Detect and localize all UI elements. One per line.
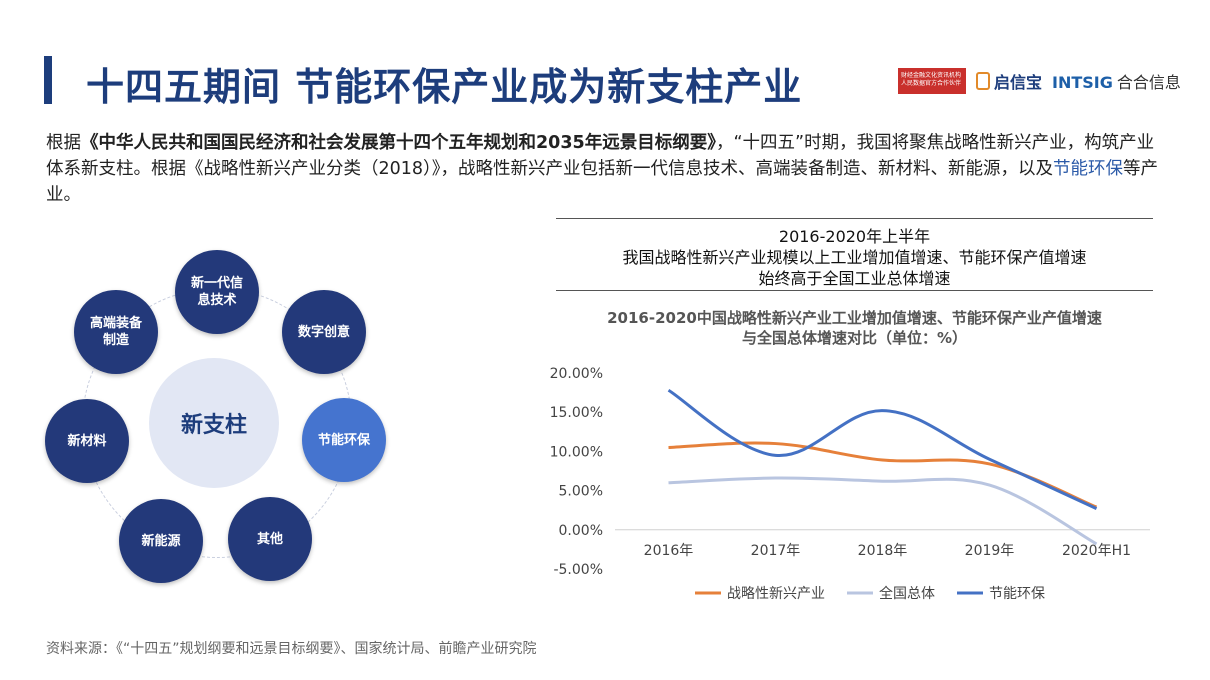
intsig-logo: INTSIG 合合信息	[1052, 69, 1181, 93]
x-tick-label: 2020年H1	[1062, 543, 1131, 559]
series-line-2	[667, 388, 1098, 510]
qixinbao-label: 启信宝	[994, 73, 1043, 92]
partner-logo: 财经金融文化资讯机构 人民数据官方合作伙伴	[898, 68, 966, 94]
node-energy-saving: 节能环保	[302, 398, 386, 482]
line-chart: 20.00% 15.00% 10.00% 5.00% 0.00% -5.00% 2016年 2…	[550, 366, 1150, 602]
logo-group: 财经金融文化资讯机构 人民数据官方合作伙伴 启信宝 INTSIG 合合信息	[898, 66, 1181, 96]
intro-paragraph: 根据《中华人民共和国国民经济和社会发展第十四个五年规划和2035年远景目标纲要》…	[46, 130, 1166, 208]
intro-part-2: ，“十四五”时期，我国将聚焦战略性新兴产业，构筑产业体系新支柱。根据《战略性新兴…	[46, 133, 1155, 179]
legend-label-0: 战略性新兴产业	[727, 586, 825, 602]
x-tick-label: 2018年	[858, 543, 908, 559]
node-next-gen-it: 新一代信息技术	[175, 250, 259, 334]
y-tick-label: 20.00%	[550, 366, 603, 382]
series-line-1	[668, 476, 1098, 546]
legend-label-2: 节能环保	[989, 586, 1045, 602]
chart-subtitle: 与全国总体增速对比（单位：%）	[741, 329, 968, 347]
node-new-materials: 新材料	[45, 399, 129, 483]
summary-bottom-rule	[556, 290, 1153, 291]
node-high-end-equipment: 高端装备制造	[74, 290, 158, 374]
y-tick-label: 15.00%	[550, 405, 603, 421]
series-line-0	[668, 441, 1098, 509]
diagram-center: 新支柱	[149, 358, 279, 488]
x-tick-label: 2017年	[751, 543, 801, 559]
hehe-label: 合合信息	[1116, 73, 1181, 92]
x-tick-label: 2019年	[965, 543, 1015, 559]
source-note: 资料来源：《“十四五”规划纲要和远景目标纲要》、国家统计局、前瞻产业研究院	[46, 641, 537, 657]
chart-title-block: 2016-2020中国战略性新兴产业工业增加值增速、节能环保产业产值增速 与全国…	[556, 308, 1153, 348]
summary-line-1: 2016-2020年上半年	[778, 227, 931, 246]
intro-highlight: 节能环保	[1053, 159, 1124, 179]
intro-part-1: 根据	[46, 133, 81, 153]
chart-title: 2016-2020中国战略性新兴产业工业增加值增速、节能环保产业产值增速	[607, 309, 1102, 327]
intro-plan-name: 《中华人民共和国国民经济和社会发展第十四个五年规划和2035年远景目标纲要》	[81, 133, 716, 153]
page-title: 十四五期间 节能环保产业成为新支柱产业	[86, 65, 803, 109]
summary-box: 2016-2020年上半年 我国战略性新兴产业规模以上工业增加值增速、节能环保产…	[556, 226, 1153, 289]
x-tick-label: 2016年	[644, 543, 694, 559]
node-new-energy: 新能源	[119, 499, 203, 583]
title-accent-bar	[44, 56, 52, 104]
qixinbao-icon	[976, 72, 990, 90]
node-digital-creative: 数字创意	[282, 290, 366, 374]
qixinbao-logo: 启信宝	[976, 69, 1042, 93]
y-tick-label: 0.00%	[559, 523, 603, 539]
intsig-label: INTSIG	[1052, 73, 1113, 92]
summary-line-2: 我国战略性新兴产业规模以上工业增加值增速、节能环保产值增速	[622, 248, 1087, 267]
summary-line-3: 始终高于全国工业总体增速	[758, 269, 951, 288]
y-tick-label: -5.00%	[553, 562, 603, 578]
y-tick-label: 5.00%	[559, 484, 603, 500]
legend-label-1: 全国总体	[879, 585, 935, 602]
intro-part-3: 等产业。	[46, 159, 1159, 205]
summary-top-rule	[556, 218, 1153, 219]
node-other: 其他	[228, 497, 312, 581]
y-tick-label: 10.00%	[550, 444, 603, 460]
